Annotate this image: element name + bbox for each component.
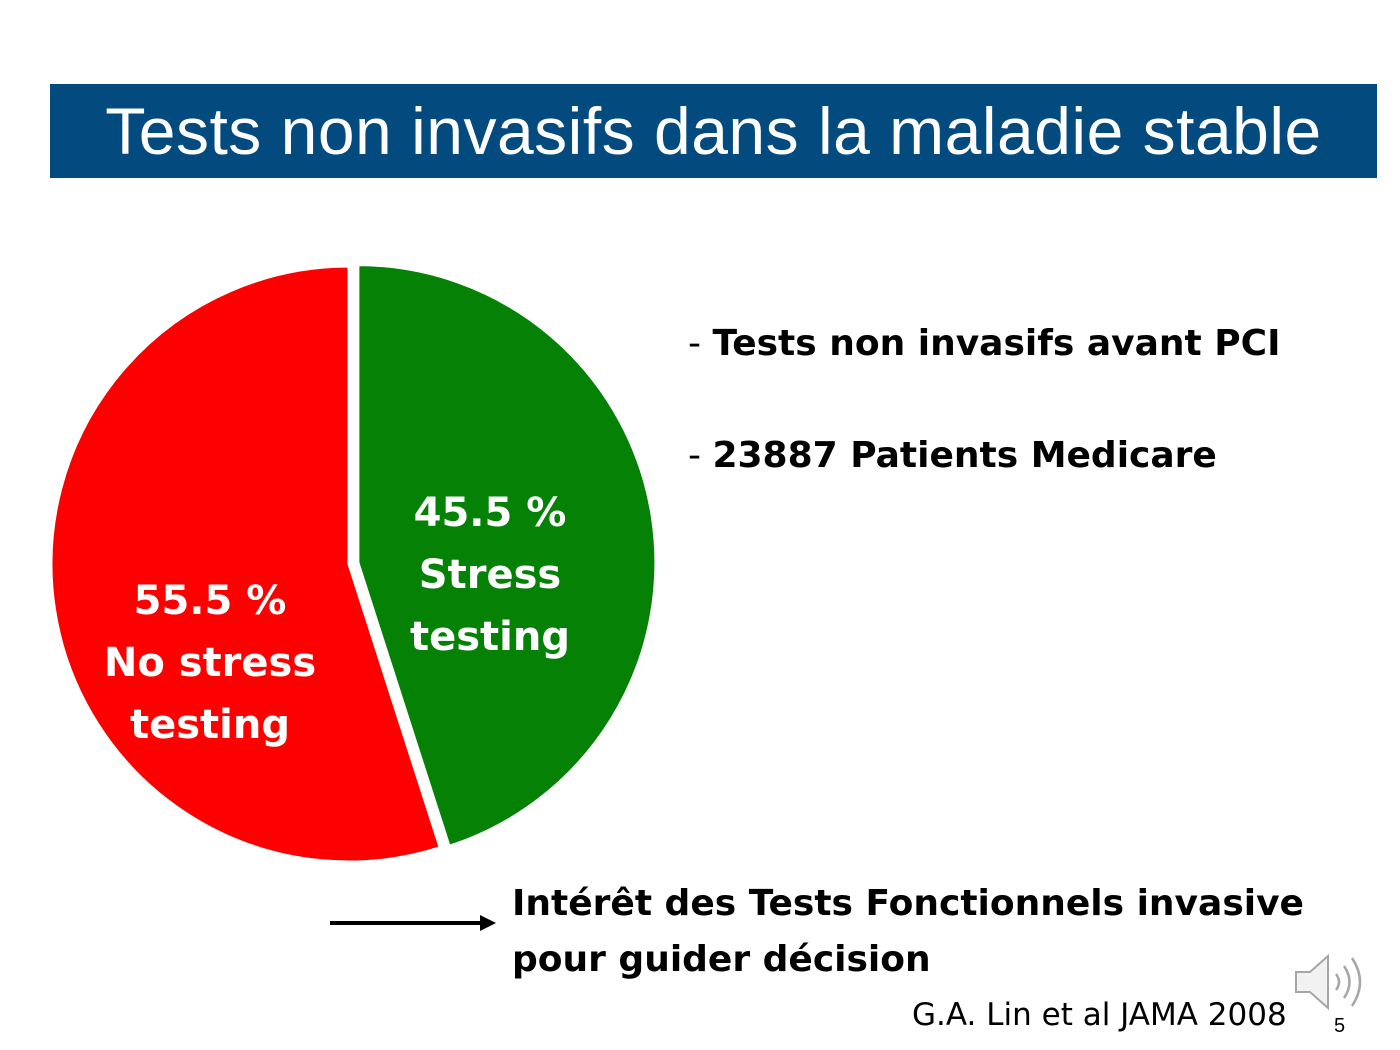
slide-title: Tests non invasifs dans la maladie stabl… (105, 94, 1322, 168)
slice-name-line2-stress-testing: testing (410, 614, 570, 660)
slice-name-line1-stress-testing: Stress (418, 552, 562, 598)
bullet-dash: - (688, 435, 713, 476)
bullet-text: Tests non invasifs avant PCI (712, 323, 1281, 364)
title-bar: Tests non invasifs dans la maladie stabl… (50, 84, 1377, 178)
slice-label-no-stress-testing: 55.5 % No stress testing (80, 570, 340, 756)
pie-slice-stress-testing (356, 263, 658, 849)
citation: G.A. Lin et al JAMA 2008 (912, 997, 1287, 1033)
slice-name-line2-no-stress-testing: testing (130, 702, 290, 748)
slice-label-stress-testing: 45.5 % Stress testing (380, 482, 600, 668)
conclusion-line2: pour guider décision (512, 939, 931, 980)
bullet-text: 23887 Patients Medicare (712, 435, 1217, 476)
slice-value-stress-testing: 45.5 % (413, 490, 567, 536)
speaker-icon[interactable] (1292, 950, 1372, 1014)
slide-number: 5 (1334, 1015, 1346, 1037)
pie-slice-no-stress-testing (49, 264, 443, 864)
right-arrow-icon (330, 915, 496, 931)
conclusion-line1: Intérêt des Tests Fonctionnels invasive (512, 883, 1304, 924)
slice-name-line1-no-stress-testing: No stress (103, 640, 317, 686)
conclusion-text: Intérêt des Tests Fonctionnels invasive … (512, 876, 1304, 988)
slice-value-no-stress-testing: 55.5 % (133, 578, 287, 624)
bullet-patient-count: - 23887 Patients Medicare (688, 438, 1217, 474)
bullet-dash: - (688, 323, 713, 364)
bullet-tests-before-pci: - Tests non invasifs avant PCI (688, 326, 1281, 362)
